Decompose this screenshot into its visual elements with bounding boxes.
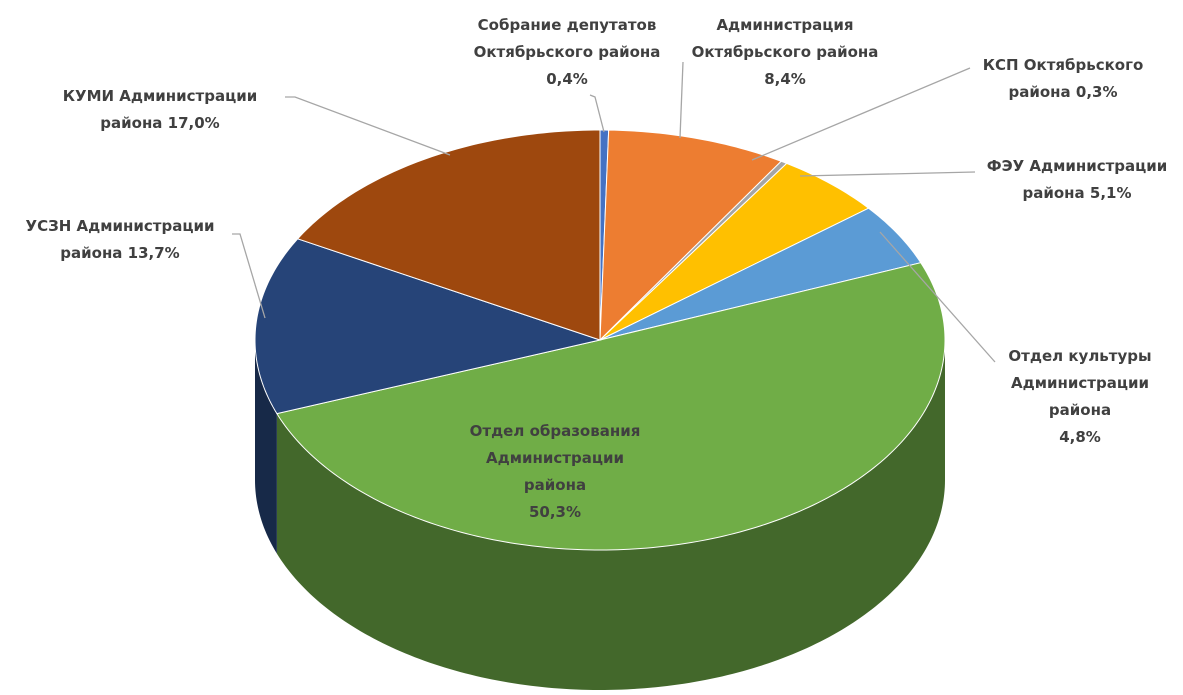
data-label: Собрание депутатов Октябрьского района 0…	[457, 12, 677, 93]
category-name: Отдел образования Администрации района	[469, 422, 641, 494]
value-label: 0,3%	[1075, 83, 1118, 101]
value-label: 17,0%	[167, 114, 220, 132]
data-label: КУМИ Администрации района 17,0%	[30, 83, 290, 137]
pie-wall	[255, 340, 277, 554]
data-label: КСП Октябрьского района 0,3%	[963, 52, 1163, 106]
category-name: КСП Октябрьского района	[982, 56, 1144, 101]
leader-line	[589, 94, 605, 133]
leader-line	[879, 231, 996, 363]
category-name: ФЭУ Администрации района	[986, 157, 1168, 202]
value-label: 13,7%	[127, 244, 180, 262]
pie-slice	[599, 207, 922, 341]
data-label: ФЭУ Администрации района 5,1%	[967, 153, 1183, 207]
category-name: Отдел культуры Администрации района	[1008, 347, 1152, 419]
pie-slice	[599, 162, 870, 341]
pie-slice	[296, 129, 601, 341]
value-label: 0,4%	[546, 70, 588, 88]
category-name: КУМИ Администрации района	[62, 87, 258, 132]
leader-line	[679, 61, 684, 139]
pie-slice	[254, 238, 602, 415]
pie-slice	[276, 262, 946, 551]
leader-line	[751, 67, 971, 161]
category-name: Администрация Октябрьского района	[691, 16, 879, 61]
data-label: Отдел образования Администрации района 5…	[460, 418, 650, 526]
leader-line	[232, 233, 266, 319]
pie-slice	[599, 129, 783, 342]
value-label: 5,1%	[1089, 184, 1132, 202]
value-label: 50,3%	[528, 503, 582, 521]
value-label: 8,4%	[764, 70, 806, 88]
data-label: Отдел культуры Администрации района 4,8%	[995, 343, 1165, 451]
leader-line	[285, 96, 451, 156]
category-name: УСЗН Администрации района	[25, 217, 215, 262]
data-label: Администрация Октябрьского района 8,4%	[675, 12, 895, 93]
leader-line	[799, 171, 976, 177]
pie-wall	[276, 340, 946, 690]
value-label: 4,8%	[1059, 428, 1101, 446]
category-name: Собрание депутатов Октябрьского района	[473, 16, 661, 61]
data-label: УСЗН Администрации района 13,7%	[5, 213, 235, 267]
